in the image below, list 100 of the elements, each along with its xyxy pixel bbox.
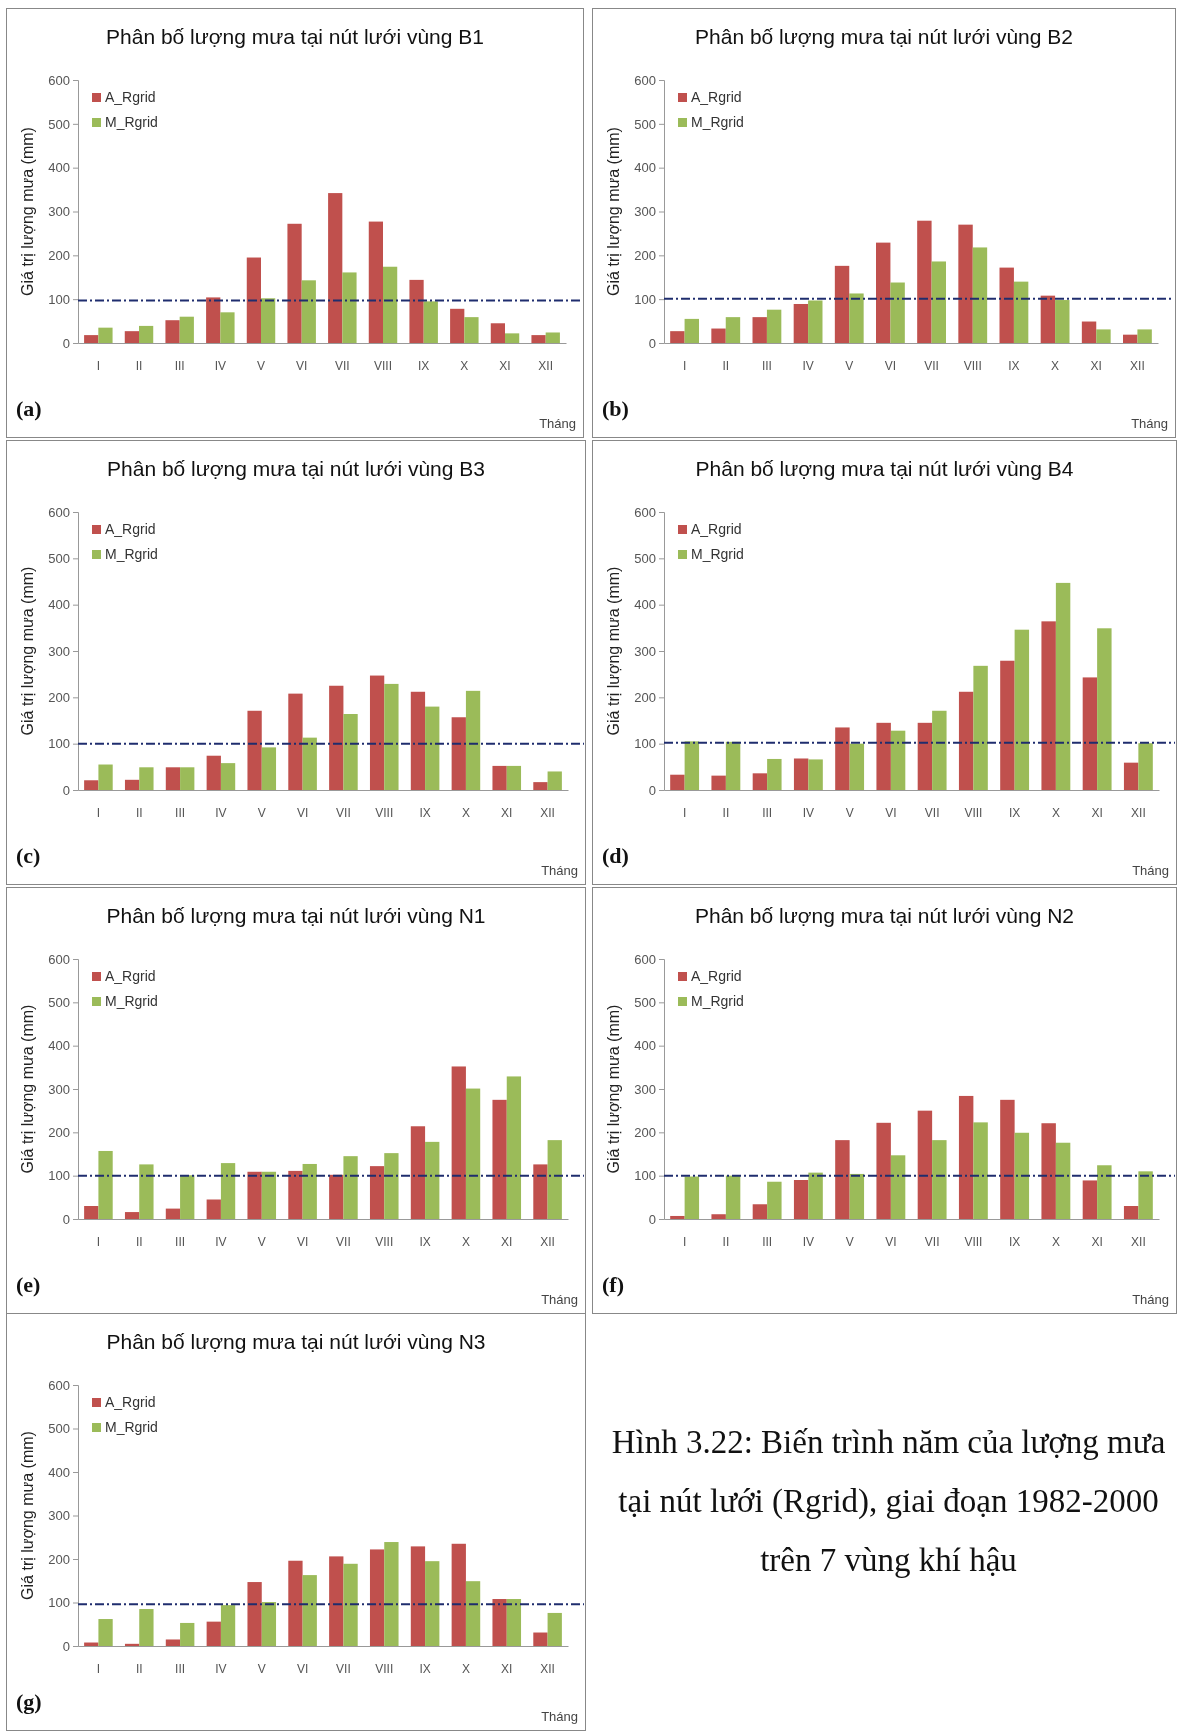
bar <box>767 758 782 790</box>
bar <box>246 257 261 343</box>
bar <box>1137 329 1152 343</box>
bar <box>958 224 973 343</box>
bar <box>247 1582 262 1646</box>
y-tick-label: 500 <box>48 550 70 566</box>
x-tick-label: VII <box>336 1661 351 1676</box>
bar <box>1097 1165 1112 1219</box>
y-tick-label: 0 <box>62 1638 70 1654</box>
bar <box>917 220 932 343</box>
text: (a) <box>16 396 42 421</box>
y-tick-label: 400 <box>634 1038 656 1054</box>
bar <box>545 332 560 343</box>
x-tick-label: VII <box>336 1234 351 1249</box>
bar <box>139 767 154 790</box>
bar <box>288 693 303 790</box>
text: (c) <box>16 843 41 868</box>
chart-title: Phân bố lượng mưa tại nút lưới vùng B4 <box>695 457 1074 480</box>
bar <box>958 1095 974 1219</box>
bar <box>98 327 113 343</box>
x-tick-label: IV <box>215 1661 227 1676</box>
bar <box>834 265 850 343</box>
y-axis-title: Giá trị lượng mưa (mm) <box>19 1004 36 1174</box>
bar <box>890 282 905 343</box>
y-axis-title: Giá trị lượng mưa (mm) <box>19 127 36 296</box>
bar <box>139 325 154 343</box>
bar <box>684 318 699 343</box>
bar <box>1055 1142 1071 1219</box>
x-tick-label: X <box>461 1661 470 1676</box>
bar <box>752 1204 768 1219</box>
x-tick-label: VI <box>296 805 309 820</box>
x-tick-label: X <box>461 805 470 820</box>
x-tick-label: XI <box>499 358 511 373</box>
x-tick-label: II <box>722 1234 730 1249</box>
x-axis-title: Tháng <box>539 416 576 431</box>
bar <box>1123 762 1139 790</box>
y-axis-title: Giá trị lượng mưa (mm) <box>605 1004 622 1174</box>
y-tick-label: 300 <box>48 1081 70 1097</box>
x-tick-label: V <box>257 805 266 820</box>
x-tick-label: VII <box>924 358 939 373</box>
y-tick-label: 100 <box>634 291 656 307</box>
x-tick-label: I <box>682 805 687 820</box>
y-tick-label: 0 <box>648 1211 656 1227</box>
chart-title: Phân bố lượng mưa tại nút lưới vùng B3 <box>107 457 485 480</box>
x-axis-title: Tháng <box>1132 863 1169 878</box>
y-tick-label: 300 <box>634 1081 656 1097</box>
y-tick-label: 0 <box>648 782 656 798</box>
bar <box>343 1156 358 1219</box>
bar <box>1138 1171 1153 1219</box>
y-tick-label: 400 <box>634 597 656 613</box>
bar <box>369 675 385 790</box>
y-tick-label: 200 <box>634 247 656 263</box>
x-tick-label: IX <box>1008 805 1021 820</box>
bar <box>793 1180 809 1219</box>
bar <box>547 1140 562 1219</box>
bar <box>808 759 823 790</box>
bar <box>261 747 277 790</box>
bar <box>890 730 906 790</box>
bar <box>958 691 974 790</box>
bar <box>725 317 741 343</box>
x-tick-label: XII <box>1131 1234 1146 1249</box>
bar <box>1055 582 1071 790</box>
x-tick-label: IV <box>214 358 227 373</box>
x-tick-label: III <box>762 805 773 820</box>
text: (b) <box>602 396 629 421</box>
bar <box>288 1170 303 1219</box>
bar <box>835 727 850 790</box>
y-tick-label: 500 <box>634 550 656 566</box>
bar <box>287 223 302 343</box>
bar <box>220 1163 236 1219</box>
bar <box>329 1556 344 1646</box>
legend-label: A_Rgrid <box>691 521 742 537</box>
bar <box>179 316 194 343</box>
y-tick-label: 500 <box>634 116 656 132</box>
x-tick-label: III <box>175 805 186 820</box>
y-tick-label: 100 <box>634 736 656 752</box>
bar <box>752 317 767 343</box>
bar <box>506 765 522 790</box>
x-tick-label: IX <box>419 1234 431 1249</box>
y-tick-label: 300 <box>634 204 656 220</box>
legend-label: M_Rgrid <box>691 114 744 130</box>
x-tick-label: III <box>175 1661 186 1676</box>
bar <box>180 767 195 790</box>
x-tick-label: VII <box>336 805 351 820</box>
bar <box>808 300 823 343</box>
x-tick-label: XI <box>1091 805 1103 820</box>
x-tick-label: IV <box>215 1234 227 1249</box>
bar <box>139 1164 154 1219</box>
y-tick-label: 0 <box>62 335 70 351</box>
y-tick-label: 400 <box>48 597 70 613</box>
bar <box>302 1163 317 1219</box>
bar <box>1123 334 1138 343</box>
x-tick-label: II <box>722 805 730 820</box>
x-tick-label: VI <box>885 1234 897 1249</box>
y-tick-label: 200 <box>48 1124 70 1140</box>
chart-title: Phân bố lượng mưa tại nút lưới vùng N1 <box>106 904 486 927</box>
x-tick-label: VI <box>296 1661 309 1676</box>
y-tick-label: 200 <box>48 689 70 705</box>
bar <box>247 1171 262 1219</box>
bar <box>492 1599 507 1646</box>
